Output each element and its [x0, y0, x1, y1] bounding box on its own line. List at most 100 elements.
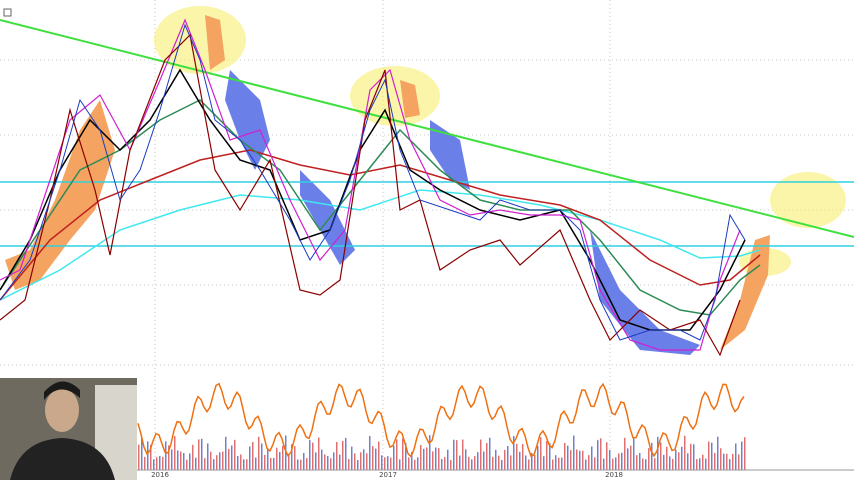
volume-bar [399, 459, 401, 470]
volume-bar [435, 447, 437, 470]
volume-bar [465, 449, 467, 470]
volume-bar [660, 442, 662, 470]
volume-bar [408, 457, 410, 470]
volume-bar [687, 453, 689, 470]
volume-bar [141, 436, 143, 470]
volume-bar [510, 455, 512, 470]
volume-panel [138, 435, 746, 470]
volume-bar [183, 452, 185, 470]
volume-bar [708, 441, 710, 470]
volume-bar [657, 436, 659, 470]
volume-bar [645, 459, 647, 470]
webcam-face [45, 388, 79, 432]
volume-bar [702, 454, 704, 470]
volume-bar [147, 441, 149, 470]
cloud [5, 15, 770, 355]
volume-bar [720, 448, 722, 470]
volume-bar [267, 448, 269, 470]
volume-bar [597, 440, 599, 470]
volume-bar [345, 437, 347, 470]
volume-bar [528, 459, 530, 470]
volume-bar [297, 459, 299, 470]
volume-bar [444, 457, 446, 470]
cloud-area [590, 230, 700, 355]
volume-bar [354, 453, 356, 470]
volume-bar [426, 447, 428, 470]
volume-bar [237, 455, 239, 470]
window-icon[interactable] [3, 8, 12, 17]
cloud-area [5, 100, 115, 290]
price-line [0, 18, 741, 351]
volume-bar [180, 451, 182, 470]
volume-bar [366, 453, 368, 470]
volume-bar [210, 451, 212, 470]
volume-bar [246, 459, 248, 470]
webcam [0, 378, 137, 480]
volume-bar [291, 444, 293, 470]
volume-bar [459, 455, 461, 470]
volume-bar [504, 449, 506, 470]
volume-bar [498, 455, 500, 470]
volume-bar [243, 459, 245, 470]
volume-bar [309, 440, 311, 470]
volume-bar [189, 453, 191, 470]
volume-bar [213, 459, 215, 470]
moving-average [0, 149, 761, 301]
volume-bar [342, 440, 344, 470]
volume-bar [624, 437, 626, 470]
volume-bar [336, 441, 338, 470]
volume-bar [543, 456, 545, 470]
volume-bar [594, 457, 596, 470]
volume-bar [405, 442, 407, 470]
highlight [154, 6, 246, 74]
volume-bar [420, 445, 422, 470]
volume-bar [162, 456, 164, 470]
volume-bar [369, 435, 371, 470]
volume-bar [231, 445, 233, 470]
volume-bar [453, 439, 455, 470]
volume-bar [663, 454, 665, 470]
volume-bar [450, 459, 452, 470]
volume-bar [615, 457, 617, 470]
volume-bar [315, 452, 317, 470]
volume-bar [177, 450, 179, 470]
volume-bar [486, 442, 488, 470]
volume-bar [198, 439, 200, 470]
volume-bar [303, 452, 305, 470]
volume-bar [474, 456, 476, 470]
volume-bar [462, 439, 464, 470]
volume-bar [414, 459, 416, 470]
volume-bar [696, 459, 698, 470]
volume-bar [669, 456, 671, 470]
volume-bar [402, 438, 404, 470]
volume-bar [456, 440, 458, 470]
volume-bar [630, 445, 632, 470]
volume-bar [606, 442, 608, 470]
volume-bar [270, 457, 272, 470]
volume-bar [483, 451, 485, 470]
volume-bar [165, 441, 167, 470]
volume-bar [393, 445, 395, 470]
volume-bar [540, 437, 542, 470]
volume-bar [690, 443, 692, 470]
volume-bar [363, 449, 365, 470]
volume-bar [327, 456, 329, 470]
highlight [770, 172, 846, 228]
volume-bar [276, 447, 278, 470]
volume-bar [441, 459, 443, 470]
volume-bar [546, 440, 548, 470]
volume-bar [681, 446, 683, 470]
volume-bar [492, 456, 494, 470]
cloud-area [430, 120, 470, 190]
volume-bar [222, 451, 224, 470]
volume-bar [240, 454, 242, 470]
volume-bar [570, 450, 572, 470]
volume-bar [579, 450, 581, 470]
webcam-hair [44, 381, 80, 400]
volume-bar [633, 438, 635, 470]
volume-bar [321, 449, 323, 470]
volume-bar [306, 458, 308, 470]
volume-bar [729, 459, 731, 470]
volume-bar [225, 436, 227, 470]
volume-bar [375, 448, 377, 470]
